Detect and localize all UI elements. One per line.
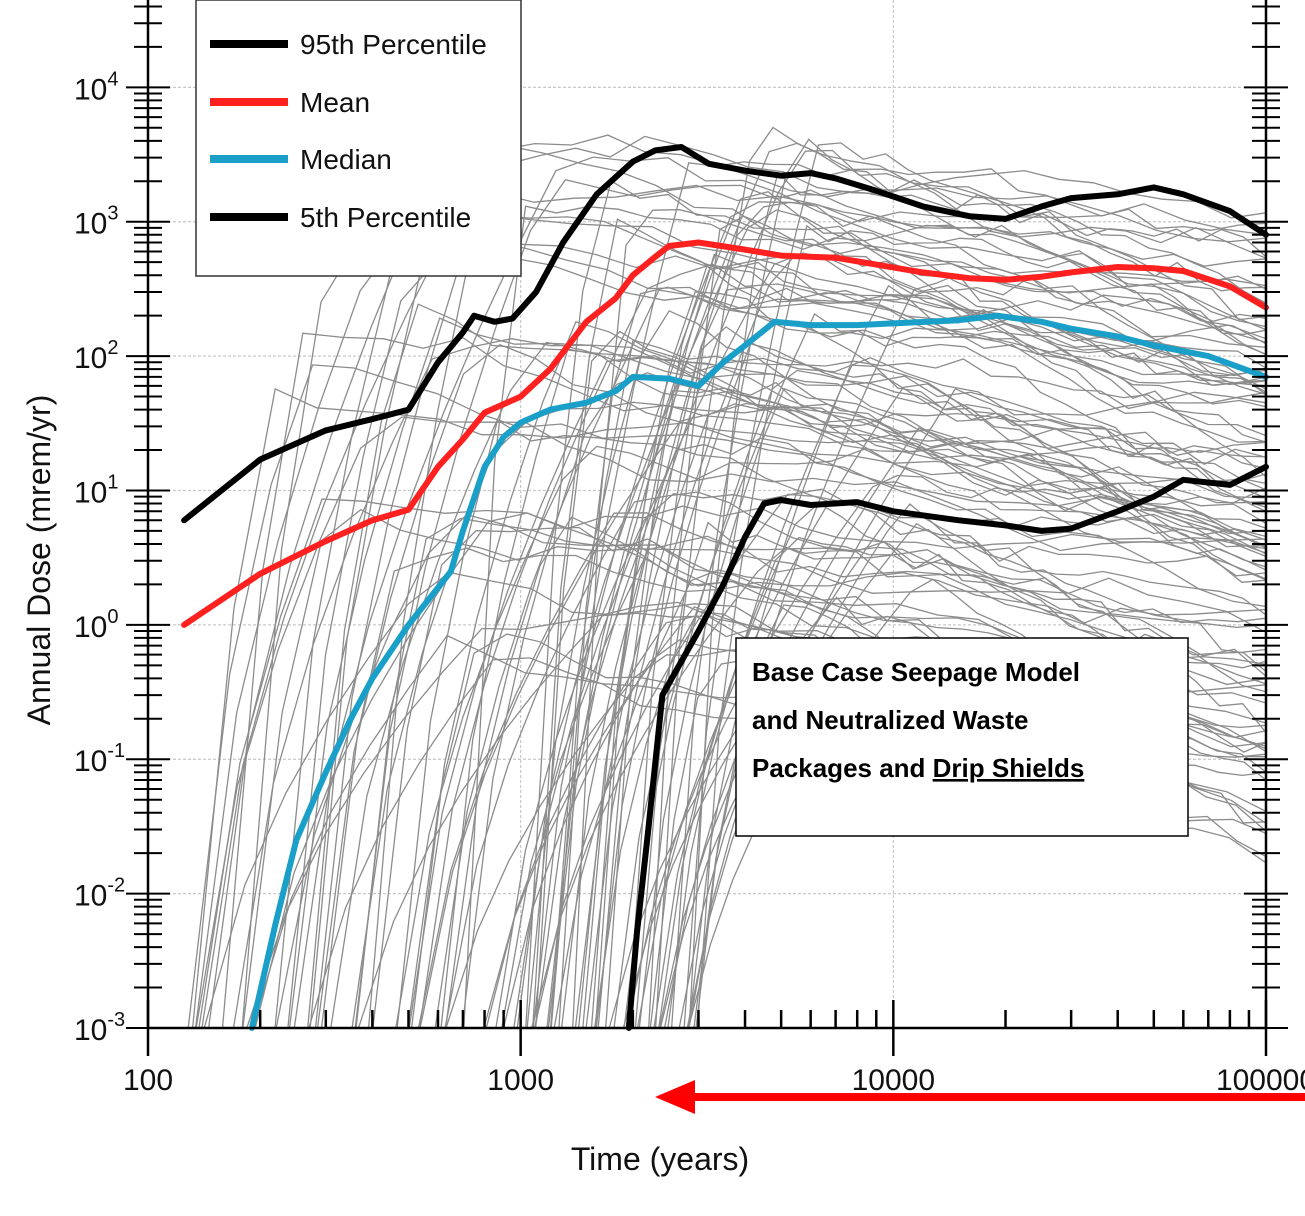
realization-line <box>221 332 1267 1029</box>
realization-line <box>501 535 1267 1029</box>
realization-line <box>242 508 1267 1029</box>
realization-line <box>595 341 1267 1029</box>
y-tick-exponent: 1 <box>107 471 118 493</box>
legend-label-mean: Mean <box>300 87 370 118</box>
y-tick-label: 101 <box>74 471 119 509</box>
y-tick-exponent: 3 <box>107 203 118 225</box>
series-lines <box>181 144 1269 1031</box>
y-tick-label: 102 <box>74 337 119 375</box>
realization-line <box>572 209 1267 1029</box>
legend-label-median: Median <box>300 144 392 175</box>
y-tick-label: 10-3 <box>74 1009 125 1047</box>
realization-line <box>585 254 1267 1029</box>
annotation-box: Base Case Seepage Model and Neutralized … <box>735 637 1189 837</box>
x-tick-label: 10000 <box>852 1064 935 1097</box>
series-95th-percentile <box>181 144 1269 524</box>
annotation-line-3-prefix: Packages and <box>752 753 933 783</box>
realization-line <box>590 291 1267 1029</box>
realization-line <box>187 364 1267 1029</box>
annotation-line-3: Packages and Drip Shields <box>752 753 1084 783</box>
y-tick-exponent: -3 <box>107 1009 125 1031</box>
realization-line <box>316 343 1267 1029</box>
realization-line <box>444 491 1267 1029</box>
realization-line <box>546 190 1267 1029</box>
arrow-head <box>655 1080 695 1114</box>
y-tick-base: 10 <box>74 342 107 375</box>
series-mean <box>181 239 1269 628</box>
realization-line <box>683 142 1267 1029</box>
realization-line <box>626 474 1267 1029</box>
series-5th-percentile <box>625 463 1269 1031</box>
legend: 95th Percentile Mean Median 5th Percenti… <box>195 0 522 277</box>
realization-line <box>419 402 1267 1029</box>
realization-line <box>693 273 1267 1029</box>
y-tick-exponent: 2 <box>107 337 118 359</box>
realization-line <box>418 263 1267 1029</box>
y-tick-label: 104 <box>74 68 119 106</box>
axes <box>126 0 1288 1056</box>
x-tick-label: 1000 <box>487 1064 554 1097</box>
y-tick-base: 10 <box>74 745 107 778</box>
realization-line <box>667 364 1267 1029</box>
realization-line <box>549 339 1267 1029</box>
y-tick-exponent: -1 <box>107 740 125 762</box>
y-tick-exponent: 4 <box>107 68 118 90</box>
realization-line <box>195 416 1267 1029</box>
realization-line <box>577 201 1267 1029</box>
realization-line <box>463 205 1267 1029</box>
annotation-underlined: Drip Shields <box>933 753 1085 783</box>
y-tick-base: 10 <box>74 880 107 913</box>
x-tick-label: 100 <box>123 1064 173 1097</box>
realization-line <box>532 201 1267 1029</box>
y-tick-base: 10 <box>74 73 107 106</box>
y-tick-label: 10-1 <box>74 740 125 778</box>
x-tick-label: 100000 <box>1216 1064 1305 1097</box>
legend-label-5th: 5th Percentile <box>300 202 471 233</box>
realization-line <box>516 209 1267 1029</box>
y-tick-label: 100 <box>74 606 119 644</box>
series-median <box>248 312 1269 1031</box>
y-tick-base: 10 <box>74 611 107 644</box>
time-arrow <box>655 1080 1305 1114</box>
realization-line <box>550 161 1267 1029</box>
y-tick-exponent: 0 <box>107 606 118 628</box>
tick-labels: 10010001000010000010-310-210-11001011021… <box>74 68 1305 1097</box>
y-tick-label: 10-2 <box>74 875 125 913</box>
realization-line <box>461 372 1267 1029</box>
realization-line <box>495 488 1267 1029</box>
realization-line <box>534 437 1267 1029</box>
realization-line <box>597 286 1267 1029</box>
realization-line <box>558 286 1267 1029</box>
y-tick-base: 10 <box>74 208 107 241</box>
realization-line <box>395 445 1267 1029</box>
realization-line <box>330 341 1267 1029</box>
legend-label-95th: 95th Percentile <box>300 29 487 60</box>
realization-line <box>534 330 1267 1029</box>
realization-line <box>207 184 1267 1029</box>
y-tick-base: 10 <box>74 476 107 509</box>
annotation-line-1: Base Case Seepage Model <box>752 657 1080 687</box>
x-axis-title: Time (years) <box>571 1141 749 1177</box>
y-tick-exponent: -2 <box>107 875 125 897</box>
annotation-line-2: and Neutralized Waste <box>752 705 1028 735</box>
realization-line <box>696 224 1267 1029</box>
realization-line <box>440 348 1267 1029</box>
y-axis-title: Annual Dose (mrem/yr) <box>21 395 57 726</box>
y-tick-label: 103 <box>74 203 119 241</box>
y-tick-base: 10 <box>74 1014 107 1047</box>
annotation-frame <box>735 637 1189 837</box>
realization-line <box>232 338 1267 1029</box>
